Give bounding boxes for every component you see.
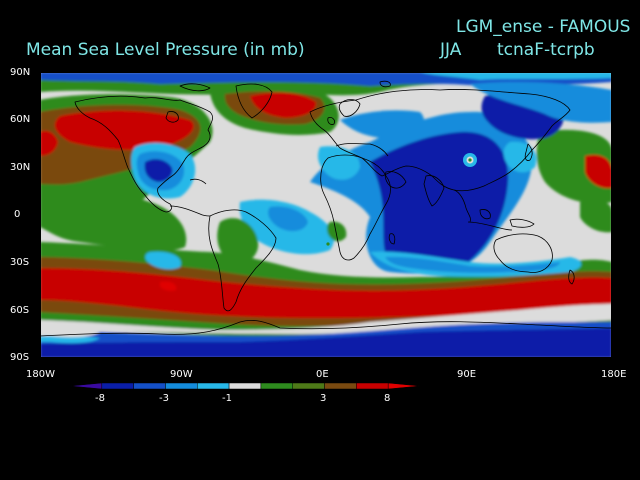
field-red-greenland [250, 92, 317, 118]
field-darkblue-namerica [144, 159, 173, 182]
colorbar-label-neg3: -3 [159, 393, 169, 404]
coast-madagascar [388, 233, 396, 245]
field-red-npacific [54, 110, 194, 150]
lat-label-eq: 0 [14, 209, 21, 220]
field-green-samerica [217, 218, 259, 264]
coast-indonesia [467, 221, 513, 231]
field-blue-satlantic [268, 206, 308, 232]
field-red-south-band [40, 268, 612, 319]
coast-caribbean [189, 178, 207, 185]
field-green-tibet [468, 158, 472, 162]
colorbar-swatch [292, 382, 325, 390]
field-green-pacific-ne [536, 129, 612, 204]
lat-label-60n: 60N [10, 114, 31, 125]
lat-label-90s: 90S [10, 352, 30, 363]
colorbar [68, 380, 428, 410]
field-darkred-ne-pac [160, 281, 177, 291]
field-cyan-pacific-n [503, 141, 537, 173]
lat-label-30s: 30S [10, 257, 30, 268]
coast-mediterranean [335, 143, 389, 157]
coast-hudson-bay [165, 111, 179, 123]
colorbar-swatch [387, 382, 421, 390]
lon-label-90e: 90E [457, 369, 477, 380]
coast-arctic-islands [179, 83, 211, 92]
coast-british-isles [327, 117, 335, 125]
lon-label-180e: 180E [601, 369, 627, 380]
field-cyan-nafrica [317, 146, 360, 180]
colorbar-swatch [356, 382, 389, 390]
colorbar-swatch [324, 382, 357, 390]
field-red-pacific-ne2 [585, 154, 612, 189]
field-green-equator-e [580, 200, 612, 233]
coast-south-america [208, 209, 277, 312]
experiment-label: LGM_ense - FAMOUS [456, 17, 631, 37]
lat-label-30n: 30N [10, 162, 31, 173]
pressure-map [40, 72, 612, 358]
colorbar-swatch [101, 382, 134, 390]
coast-arabia [384, 171, 407, 189]
coast-africa [320, 154, 391, 261]
lon-label-0e: 0E [316, 369, 329, 380]
coast-india [423, 175, 445, 207]
colorbar-swatch [260, 382, 293, 390]
colorbar-label-3: 3 [320, 393, 327, 404]
field-cyan-north-polar [420, 72, 612, 80]
field-spot-pacific [326, 242, 330, 246]
coast-eurasia [309, 89, 571, 192]
field-cyan-sw-pac [145, 251, 181, 270]
coast-north-america [74, 95, 213, 213]
difference-label: tcnaF-tcrpb [497, 40, 595, 60]
coast-svalbard [379, 80, 391, 88]
lat-label-60s: 60S [10, 305, 30, 316]
coast-new-guinea [509, 218, 535, 228]
field-green-tropic-pac [40, 190, 187, 252]
field-red-west-pac [40, 130, 58, 156]
coast-new-zealand [568, 269, 575, 285]
colorbar-label-neg1: -1 [222, 393, 232, 404]
field-darkblue-antarctic [40, 328, 612, 358]
colorbar-label-8: 8 [384, 393, 391, 404]
colorbar-swatch [197, 382, 230, 390]
lat-label-90n: 90N [10, 67, 31, 78]
map-frame [40, 72, 612, 358]
coast-se-asia [453, 189, 471, 223]
coast-australia [493, 233, 553, 273]
colorbar-swatch [165, 382, 198, 390]
coast-greenland [235, 83, 273, 119]
season-label: JJA [440, 40, 462, 60]
coast-japan [524, 143, 533, 161]
lon-label-90w: 90W [170, 369, 193, 380]
coast-scandinavia [338, 99, 361, 117]
field-green-africa-s [326, 221, 347, 242]
lon-label-180w: 180W [26, 369, 55, 380]
map-title: Mean Sea Level Pressure (in mb) [26, 40, 305, 60]
colorbar-swatch [69, 382, 103, 390]
coast-borneo [479, 209, 491, 220]
colorbar-label-neg8: -8 [95, 393, 105, 404]
field-blue-nafrica [340, 110, 424, 139]
coast-central-america [169, 205, 211, 217]
coast-antarctica [40, 320, 612, 337]
colorbar-swatch [133, 382, 166, 390]
field-blue-indian [385, 256, 560, 273]
field-darkblue-asia [370, 131, 509, 273]
colorbar-swatch [228, 382, 262, 390]
